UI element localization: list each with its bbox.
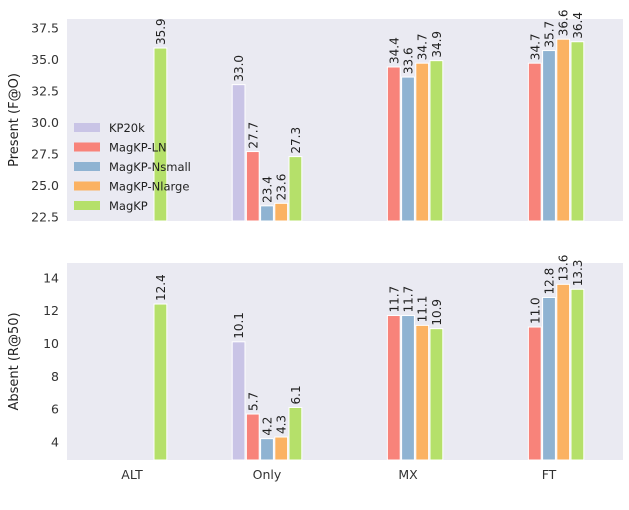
bar (542, 296, 556, 461)
bar (245, 413, 260, 461)
data-label: 4.3 (275, 415, 289, 434)
bar (401, 76, 415, 222)
y-axis-label: Present (F@O) (7, 73, 22, 167)
data-label: 23.6 (275, 174, 289, 201)
y-tick-label: 32.5 (31, 83, 59, 98)
bar (570, 288, 585, 461)
x-axis: ALT Only MX FT (121, 467, 556, 482)
y-tick-label: 8 (51, 369, 59, 384)
bar (386, 315, 401, 461)
data-label: 10.1 (232, 312, 246, 339)
data-label: 5.7 (246, 392, 260, 411)
data-label: 4.2 (261, 417, 275, 436)
y-tick-label: 30.0 (31, 115, 59, 130)
bar (542, 50, 556, 222)
data-label: 35.9 (154, 18, 168, 45)
bar (231, 341, 246, 461)
x-tick-label: Only (253, 467, 282, 482)
data-label: 12.4 (154, 274, 168, 301)
legend-swatch (74, 201, 100, 210)
y-tick-label: 35.0 (31, 52, 59, 67)
bar (429, 328, 444, 461)
bar (556, 38, 571, 222)
legend-swatch (74, 162, 100, 171)
y-tick-label: 14 (43, 270, 59, 285)
data-label: 23.4 (261, 176, 275, 203)
x-tick-label: MX (398, 467, 418, 482)
data-label: 27.3 (289, 127, 303, 154)
legend-label: MagKP-Nsmall (109, 160, 191, 174)
bar (429, 60, 444, 222)
data-label: 34.9 (430, 31, 444, 58)
bar (527, 326, 542, 461)
x-tick-label: ALT (121, 467, 143, 482)
legend-swatch (74, 123, 100, 132)
absent-panel: 4 6 8 10 12 14 Absent (R@50) 10.1 5.7 11.7 11.0 4.2… (7, 255, 623, 461)
data-label: 36.6 (557, 9, 571, 36)
y-axis-label: Absent (R@50) (7, 312, 22, 410)
bar (153, 47, 168, 222)
bar (415, 324, 430, 461)
bar (274, 202, 289, 222)
data-label: 34.4 (387, 37, 401, 64)
data-label: 11.7 (402, 286, 416, 313)
x-tick-label: FT (542, 467, 557, 482)
legend-label: KP20k (109, 121, 145, 135)
data-label: 11.7 (387, 286, 401, 313)
data-label: 36.4 (571, 12, 585, 39)
legend-label: MagKP-LN (109, 141, 167, 155)
legend-label: MagKP (109, 199, 148, 213)
data-label: 13.6 (557, 255, 571, 282)
bar (288, 406, 303, 461)
legend: KP20k MagKP-LN MagKP-Nsmall MagKP-Nlarge Mag… (74, 121, 191, 213)
bar (288, 156, 303, 222)
bar (260, 438, 274, 461)
data-label: 13.3 (571, 260, 585, 287)
data-label: 33.0 (232, 55, 246, 82)
data-label: 33.6 (402, 47, 416, 74)
legend-swatch (74, 142, 100, 152)
data-label: 34.7 (528, 33, 542, 60)
bar (527, 62, 542, 222)
bar (570, 41, 585, 222)
y-tick-label: 12 (43, 303, 59, 318)
legend-swatch (74, 181, 100, 191)
y-tick-label: 10 (43, 336, 59, 351)
bar (415, 62, 430, 222)
bar (260, 205, 274, 222)
present-panel: 22.5 25.0 27.5 30.0 32.5 35.0 37.5 Present (F@O… (7, 9, 623, 225)
bar (231, 84, 246, 222)
y-tick-label: 4 (51, 434, 59, 449)
legend-label: MagKP-Nlarge (109, 180, 189, 194)
data-label: 12.8 (543, 268, 557, 295)
y-tick-label: 6 (51, 402, 59, 417)
y-tick-label: 22.5 (31, 210, 59, 225)
data-label: 6.1 (289, 385, 303, 404)
data-label: 10.9 (430, 299, 444, 326)
y-tick-label: 37.5 (31, 20, 59, 35)
data-label: 34.7 (416, 33, 430, 60)
bar (153, 303, 168, 461)
bar (401, 315, 415, 461)
data-label: 35.7 (543, 21, 557, 48)
bar (245, 151, 260, 222)
data-label: 11.1 (416, 296, 430, 323)
bar (274, 436, 289, 461)
data-label: 27.7 (246, 122, 260, 149)
data-label: 11.0 (528, 297, 542, 324)
bar (386, 66, 401, 222)
bar (556, 283, 571, 461)
y-tick-label: 27.5 (31, 147, 59, 162)
y-tick-label: 25.0 (31, 178, 59, 193)
